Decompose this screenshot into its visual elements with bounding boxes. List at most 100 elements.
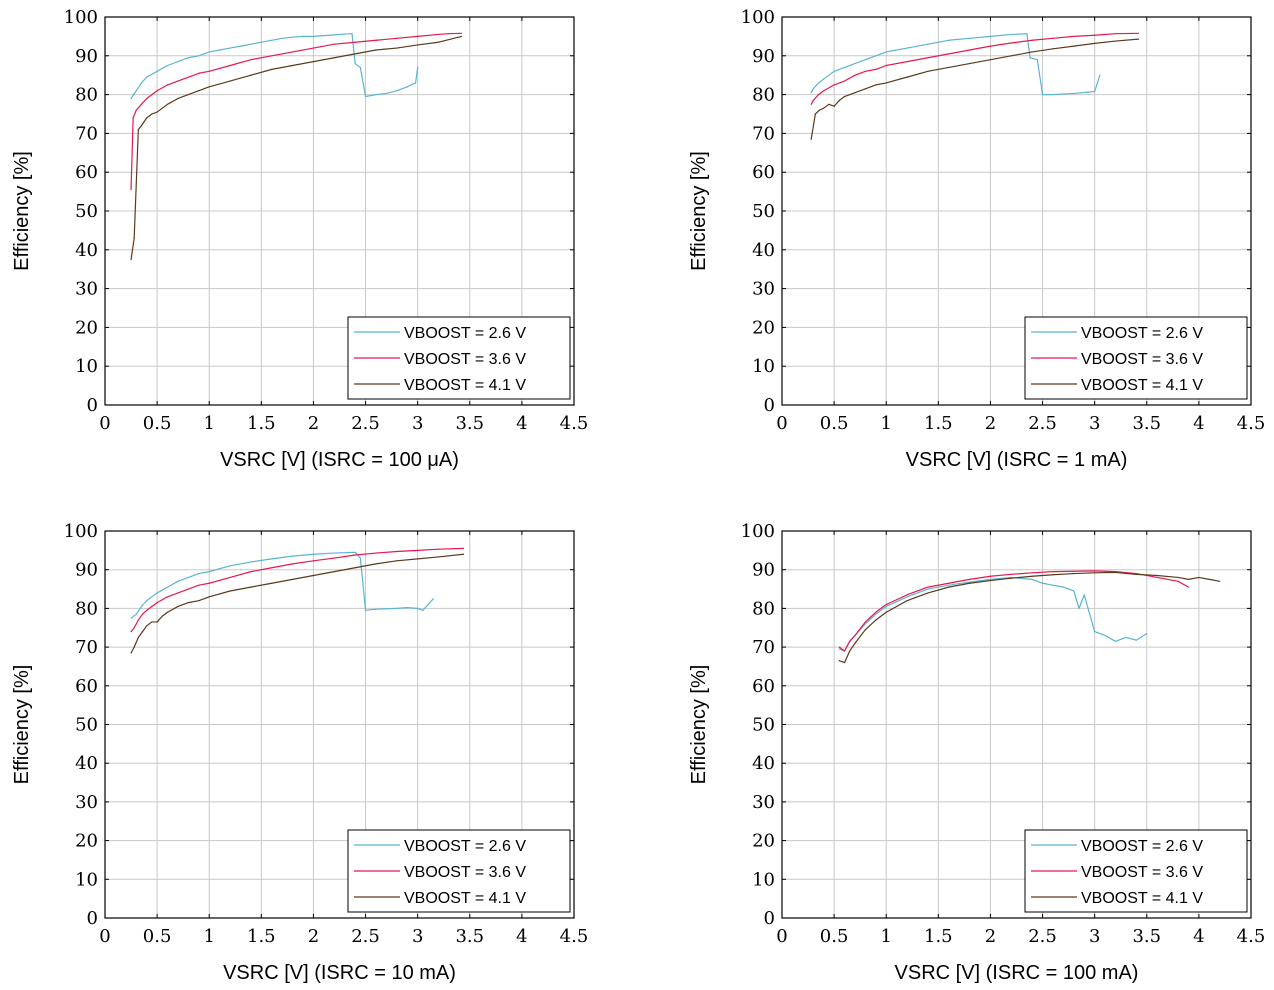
data-point	[239, 45, 242, 47]
y-tick-label: 30	[75, 279, 98, 300]
x-tick-label: 3	[412, 926, 423, 947]
data-point	[833, 84, 835, 86]
y-tick-label: 60	[752, 162, 775, 183]
data-point	[417, 549, 419, 551]
data-point	[166, 103, 169, 105]
series-line-2	[130, 32, 462, 190]
data-point	[151, 621, 153, 623]
data-point	[130, 97, 132, 100]
data-point	[135, 613, 137, 615]
data-point	[396, 560, 398, 562]
data-point	[375, 552, 377, 554]
x-tick-label: 3	[1089, 926, 1100, 947]
x-tick-label: 4	[516, 413, 527, 434]
data-point	[1114, 40, 1117, 42]
y-tick-label: 70	[752, 123, 775, 144]
x-tick-label: 1	[203, 413, 214, 434]
data-point	[1187, 586, 1190, 588]
data-point	[312, 560, 315, 562]
y-tick-label: 70	[75, 123, 98, 144]
data-point	[130, 258, 132, 261]
data-point	[302, 35, 304, 38]
data-point	[375, 49, 377, 51]
data-point	[140, 103, 143, 105]
data-point	[1031, 39, 1033, 41]
data-point	[812, 99, 814, 102]
data-point	[448, 33, 450, 35]
data-point	[219, 49, 221, 51]
x-tick-label: 0	[99, 926, 110, 947]
y-tick-label: 80	[75, 85, 98, 106]
data-point	[885, 603, 887, 606]
data-point	[375, 563, 377, 565]
data-point	[1177, 576, 1179, 579]
data-point	[312, 553, 315, 555]
y-tick-label: 80	[75, 598, 98, 619]
y-tick-label: 20	[752, 317, 775, 338]
legend: VBOOST = 2.6 V VBOOST = 3.6 V VBOOST = 4.1…	[1024, 316, 1248, 400]
data-point	[1125, 636, 1127, 639]
data-point	[849, 640, 851, 642]
x-tick-label: 0.5	[820, 926, 849, 947]
data-point	[385, 92, 387, 95]
data-point	[250, 59, 252, 61]
data-point	[208, 596, 210, 598]
data-point	[843, 66, 846, 69]
data-point	[989, 578, 992, 580]
y-tick-label: 0	[764, 908, 775, 929]
data-point	[130, 631, 132, 633]
data-point	[989, 575, 992, 577]
data-point	[1094, 572, 1096, 574]
y-tick-label: 80	[752, 85, 775, 106]
data-point	[354, 62, 356, 65]
x-tick-label: 3	[412, 413, 423, 434]
data-point	[843, 650, 846, 652]
data-point	[1073, 572, 1075, 575]
data-point	[812, 88, 814, 90]
y-tick-label: 40	[75, 753, 98, 774]
y-tick-label: 10	[752, 356, 775, 377]
y-tick-label: 90	[752, 560, 775, 581]
data-point	[1073, 570, 1075, 572]
data-point	[161, 615, 163, 617]
x-tick-label: 3.5	[455, 926, 484, 947]
data-point	[250, 571, 252, 573]
data-point	[333, 34, 335, 36]
data-point	[375, 608, 377, 610]
data-point	[948, 39, 950, 41]
data-point	[271, 68, 273, 70]
legend-entry: VBOOST = 4.1 V	[1081, 377, 1203, 394]
data-point	[854, 74, 856, 76]
data-point	[292, 563, 294, 565]
data-point	[406, 607, 408, 609]
data-point	[250, 561, 252, 563]
data-point	[818, 109, 821, 111]
data-point	[1010, 573, 1012, 575]
data-point	[198, 90, 200, 92]
legend-entry: VBOOST = 4.1 V	[1081, 890, 1203, 907]
data-point	[208, 70, 210, 72]
x-tick-label: 4.5	[1237, 926, 1266, 947]
x-tick-label: 2.5	[351, 926, 380, 947]
series-line-1	[130, 33, 419, 99]
data-point	[187, 57, 189, 59]
data-point	[969, 37, 971, 39]
data-point	[1137, 32, 1140, 34]
data-point	[875, 619, 877, 621]
data-point	[1073, 92, 1075, 95]
data-point	[281, 37, 283, 39]
data-point	[1135, 573, 1137, 575]
y-tick-label: 70	[752, 637, 775, 658]
data-point	[177, 80, 179, 82]
data-point	[1036, 59, 1038, 61]
y-axis-label: Efficiency [%]	[688, 151, 710, 271]
data-point	[838, 660, 840, 662]
data-point	[849, 650, 851, 652]
y-axis-label: Efficiency [%]	[11, 665, 33, 785]
data-point	[1114, 33, 1117, 35]
data-point	[344, 33, 346, 35]
legend-entry: VBOOST = 3.6 V	[404, 864, 526, 881]
data-point	[229, 576, 231, 579]
data-point	[137, 619, 139, 621]
y-tick-label: 0	[87, 908, 98, 929]
